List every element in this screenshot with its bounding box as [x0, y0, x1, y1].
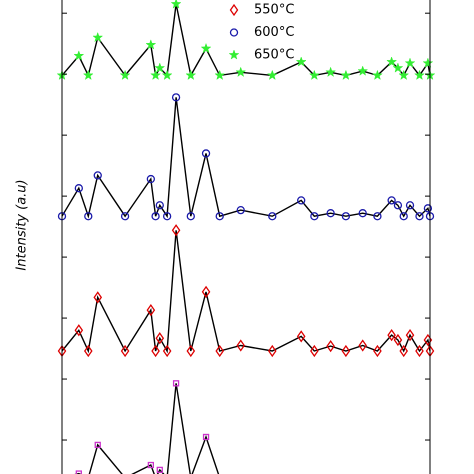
marker [201, 285, 211, 298]
legend-label: 600°C [254, 25, 294, 40]
marker [423, 204, 433, 213]
marker [161, 69, 173, 81]
marker [415, 344, 424, 358]
marker [296, 330, 306, 343]
marker [146, 174, 155, 184]
series-line [61, 230, 431, 354]
legend-marker [229, 3, 239, 17]
marker [200, 42, 212, 54]
marker [399, 212, 408, 221]
marker [357, 65, 369, 76]
marker [74, 324, 84, 337]
marker [341, 212, 351, 221]
marker [236, 339, 246, 352]
marker [268, 212, 277, 221]
marker [393, 333, 403, 347]
marker [235, 66, 247, 78]
marker [151, 344, 160, 358]
marker [387, 329, 396, 342]
marker [93, 291, 103, 304]
marker [405, 201, 415, 210]
marker [373, 344, 382, 358]
marker [202, 433, 210, 441]
marker [236, 205, 245, 215]
marker [120, 212, 130, 221]
marker [415, 212, 424, 221]
marker [310, 344, 319, 358]
marker [162, 344, 172, 358]
series-line [74, 383, 220, 474]
marker [186, 344, 196, 358]
series-line [61, 97, 431, 219]
marker [404, 57, 416, 68]
marker [155, 201, 164, 210]
marker [120, 344, 130, 358]
marker [74, 184, 83, 193]
marker [146, 304, 156, 317]
marker [422, 57, 434, 68]
marker [150, 69, 162, 81]
marker [310, 212, 319, 221]
marker [162, 212, 172, 221]
marker [119, 69, 131, 81]
marker [308, 69, 320, 81]
marker [326, 339, 335, 353]
marker [398, 69, 410, 81]
marker [267, 344, 277, 358]
marker [297, 196, 306, 205]
marker [393, 201, 403, 210]
marker [266, 69, 278, 81]
marker [145, 39, 157, 50]
series-line [61, 3, 431, 78]
y-axis-label: Intensity (a.u) [15, 179, 30, 270]
marker [171, 224, 181, 237]
legend-marker [229, 28, 239, 37]
marker [156, 466, 163, 474]
marker [326, 209, 335, 218]
legend-label: 650°C [254, 48, 294, 63]
marker [413, 69, 425, 81]
marker [147, 461, 154, 469]
marker [373, 212, 382, 221]
marker [340, 69, 352, 81]
marker [399, 344, 409, 358]
marker [93, 171, 102, 180]
marker [170, 0, 182, 9]
marker [151, 212, 160, 221]
marker [82, 69, 94, 81]
marker [358, 209, 367, 218]
marker [386, 56, 398, 67]
marker [392, 62, 404, 73]
marker [92, 31, 104, 43]
legend-label: 550°C [254, 3, 294, 18]
marker [358, 339, 368, 352]
marker [154, 62, 166, 73]
marker [214, 69, 226, 81]
marker [186, 212, 195, 221]
marker [295, 56, 307, 67]
marker [185, 69, 197, 81]
legend-marker [228, 49, 240, 60]
marker [201, 149, 211, 158]
marker [83, 344, 93, 358]
marker [325, 66, 337, 78]
marker [155, 332, 165, 345]
marker [73, 50, 85, 61]
marker [215, 212, 224, 221]
marker [405, 329, 415, 342]
marker [84, 212, 93, 221]
marker [387, 196, 396, 205]
marker [94, 441, 101, 449]
marker [172, 380, 180, 387]
marker [215, 344, 225, 358]
marker [371, 69, 383, 81]
marker [341, 344, 351, 358]
marker [171, 93, 181, 102]
